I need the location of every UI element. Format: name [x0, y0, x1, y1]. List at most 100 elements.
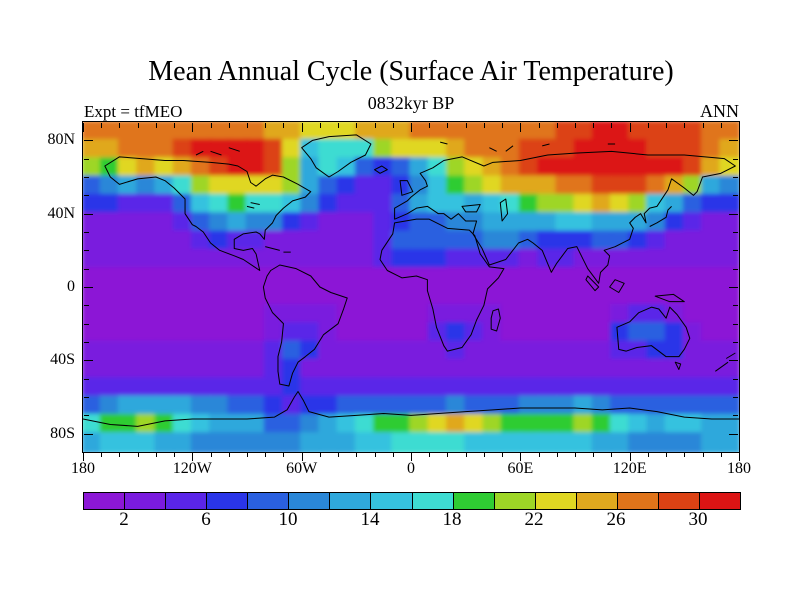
map-cell	[646, 358, 668, 381]
map-cell	[609, 193, 632, 216]
map-cell	[555, 303, 577, 326]
map-cell	[482, 303, 504, 326]
map-cell	[609, 248, 632, 271]
map-cell	[682, 267, 705, 289]
map-cell	[591, 322, 613, 344]
map-cell	[373, 138, 395, 161]
map-cell	[701, 322, 723, 344]
map-cell	[719, 340, 739, 362]
map-cell	[427, 138, 449, 161]
map-cell	[373, 432, 395, 452]
map-cell	[318, 157, 340, 179]
coastline-path	[379, 218, 505, 352]
coastline-path	[246, 202, 260, 209]
map-cell	[445, 193, 468, 216]
map-cell	[464, 358, 486, 381]
axis-tick	[84, 287, 93, 288]
map-cell	[136, 358, 158, 381]
map-cell	[281, 267, 304, 289]
map-cell	[646, 138, 668, 161]
map-cell	[409, 322, 431, 344]
map-cell	[373, 377, 395, 399]
map-cell	[281, 358, 304, 381]
map-cell	[573, 303, 595, 326]
map-cell	[719, 395, 739, 417]
map-cell	[701, 267, 723, 289]
coastline-path	[616, 306, 691, 358]
map-cell	[646, 432, 668, 452]
map-cell	[336, 432, 358, 452]
map-cell	[83, 175, 103, 197]
map-cell	[646, 193, 668, 216]
map-cell	[136, 230, 158, 252]
map-cell	[500, 267, 522, 289]
axis-tick	[156, 452, 157, 457]
map-cell	[300, 285, 322, 307]
map-cell	[555, 377, 577, 399]
map-cell	[664, 322, 686, 344]
map-cell	[209, 122, 231, 142]
map-cell	[300, 303, 322, 326]
experiment-label: Expt = tfMEO	[84, 102, 183, 121]
map-cell	[136, 175, 158, 197]
map-cell	[117, 122, 140, 142]
map-cell	[263, 340, 285, 362]
colorbar-cell	[657, 493, 699, 509]
map-cell	[373, 212, 395, 234]
map-cell	[83, 248, 103, 271]
map-cell	[445, 395, 468, 417]
map-cell	[83, 267, 103, 289]
map-cell	[172, 122, 194, 142]
map-cell	[701, 432, 723, 452]
map-cell	[719, 322, 739, 344]
map-cell	[482, 377, 504, 399]
map-cell	[518, 157, 541, 179]
map-cell	[172, 432, 194, 452]
map-cell	[537, 377, 559, 399]
map-cell	[172, 175, 194, 197]
map-cell	[701, 230, 723, 252]
map-cell	[190, 122, 213, 142]
lon-axis-label: 120E	[612, 460, 647, 477]
axis-tick	[729, 434, 738, 435]
map-cell	[99, 432, 121, 452]
map-cell	[719, 157, 739, 179]
map-cell	[482, 193, 504, 216]
coastline-path	[374, 165, 388, 174]
map-cell	[537, 413, 559, 436]
colorbar-label: 10	[278, 509, 298, 530]
map-cell	[701, 413, 723, 436]
axis-tick	[429, 123, 430, 128]
axis-tick	[733, 269, 738, 270]
map-cell	[154, 193, 176, 216]
map-cell	[518, 340, 541, 362]
coastline-path	[399, 180, 414, 196]
colorbar-label: 30	[688, 509, 708, 530]
map-cell	[573, 157, 595, 179]
map-cell	[209, 248, 231, 271]
map-cell	[172, 358, 194, 381]
lat-axis-label: 40N	[47, 204, 75, 222]
map-cell	[154, 358, 176, 381]
colorbar-cell	[206, 493, 248, 509]
map-cell	[573, 413, 595, 436]
map-cell	[591, 248, 613, 271]
map-cell	[245, 157, 267, 179]
map-cell	[190, 395, 213, 417]
axis-tick	[247, 452, 248, 457]
map-cell	[263, 212, 285, 234]
map-cell	[719, 267, 739, 289]
map-cell	[427, 395, 449, 417]
colorbar-cell	[534, 493, 576, 509]
map-cell	[628, 193, 650, 216]
colorbar-label: 22	[524, 509, 544, 530]
map-cell	[682, 413, 705, 436]
map-cell	[464, 157, 486, 179]
map-cell	[300, 138, 322, 161]
map-cell	[464, 122, 486, 142]
map-cell	[354, 212, 377, 234]
axis-tick	[466, 452, 467, 457]
map-cell	[701, 248, 723, 271]
map-cell	[209, 432, 231, 452]
map-cell	[518, 248, 541, 271]
